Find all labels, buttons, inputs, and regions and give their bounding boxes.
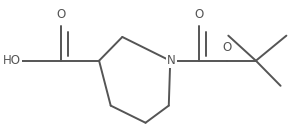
Text: N: N (167, 54, 176, 67)
Text: O: O (195, 8, 204, 21)
Text: O: O (57, 8, 66, 21)
Text: O: O (222, 41, 232, 54)
Text: HO: HO (3, 54, 21, 67)
